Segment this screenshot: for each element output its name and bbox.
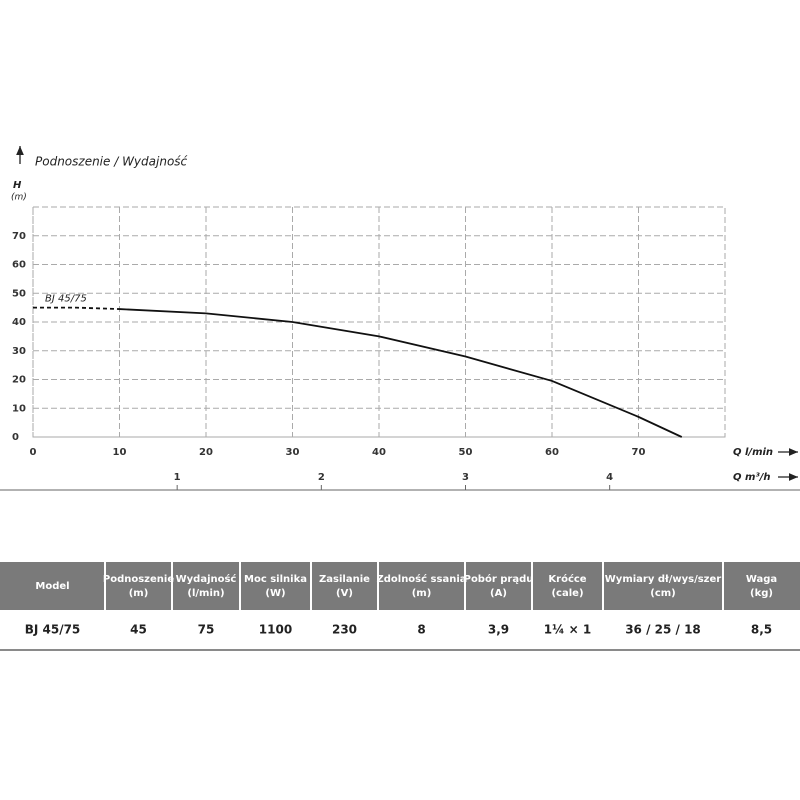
table-header-cell: Wymiary dł/wys/szer xyxy=(605,574,722,585)
table-cell: 45 xyxy=(130,623,147,637)
table-cell: 75 xyxy=(198,623,215,637)
table-header-cell: (V) xyxy=(336,588,353,599)
table-cell: 8 xyxy=(417,623,425,637)
table-header-cell: Moc silnika xyxy=(244,574,307,585)
table-cell: 3,9 xyxy=(488,623,509,637)
table-cell: 1¼ × 1 xyxy=(544,623,592,637)
series-label: BJ 45/75 xyxy=(45,294,87,305)
y-tick-label: 40 xyxy=(12,317,26,328)
table-header-cell: (A) xyxy=(490,588,507,599)
table-cell: 1100 xyxy=(259,623,292,637)
y-tick-label: 50 xyxy=(12,288,26,299)
table-cell: BJ 45/75 xyxy=(25,623,81,637)
x-tick-label: 20 xyxy=(199,447,213,458)
table-cell: 36 / 25 / 18 xyxy=(625,623,701,637)
chart-title: Podnoszenie / Wydajność xyxy=(35,155,188,169)
y-tick-label: 60 xyxy=(12,260,26,271)
x2-tick-label: 2 xyxy=(318,472,325,483)
x2-tick-label: 4 xyxy=(606,472,613,483)
x-label: Q l/min xyxy=(733,447,773,458)
x-tick-label: 0 xyxy=(30,447,37,458)
y-tick-label: 10 xyxy=(12,403,26,414)
x2-tick-label: 1 xyxy=(174,472,181,483)
x-tick-label: 40 xyxy=(372,447,386,458)
table-header-cell: (m) xyxy=(412,588,432,599)
table-header-cell: (cale) xyxy=(551,588,583,599)
table-cell: 8,5 xyxy=(751,623,772,637)
x-tick-label: 60 xyxy=(545,447,559,458)
x-tick-label: 30 xyxy=(286,447,300,458)
y-label: H xyxy=(13,180,22,191)
table-header-cell: (cm) xyxy=(650,588,676,599)
y-tick-label: 0 xyxy=(12,432,19,443)
series-line xyxy=(33,306,120,310)
table-header-cell: Waga xyxy=(746,574,777,585)
series-line xyxy=(119,308,683,438)
x-tick-label: 10 xyxy=(113,447,127,458)
x2-label: Q m³/h xyxy=(733,472,771,483)
table-header-cell: Wydajność xyxy=(176,573,237,585)
table-header-cell: Podnoszenie xyxy=(103,574,174,585)
table-header-cell: (m) xyxy=(129,588,149,599)
y-tick-label: 70 xyxy=(12,231,26,242)
x-tick-label: 50 xyxy=(459,447,473,458)
y-tick-label: 30 xyxy=(12,346,26,357)
table-header-cell: (kg) xyxy=(750,588,773,599)
table-header-bg xyxy=(0,562,800,610)
y-unit: (m) xyxy=(11,193,27,203)
y-tick-label: 20 xyxy=(12,375,26,386)
table-header-cell: (W) xyxy=(265,588,285,599)
table-header-cell: Zdolność ssania xyxy=(376,573,466,585)
table-header-cell: (l/min) xyxy=(187,588,224,599)
x2-tick-label: 3 xyxy=(462,472,469,483)
table-header-cell: Zasilanie xyxy=(319,574,370,585)
table-header-cell: Króćce xyxy=(548,573,586,585)
table-cell: 230 xyxy=(332,623,357,637)
x-tick-label: 70 xyxy=(632,447,646,458)
table-header-cell: Model xyxy=(35,581,69,592)
table-header-cell: Pobór prądu xyxy=(464,573,534,585)
